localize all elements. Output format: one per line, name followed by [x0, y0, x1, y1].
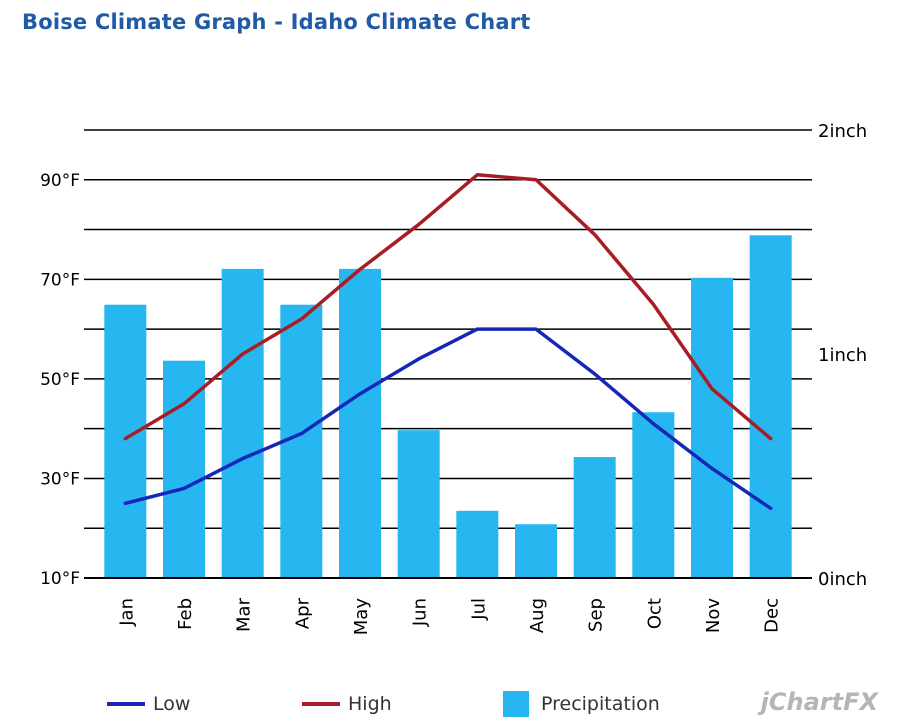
x-tick-label: Sep: [586, 598, 607, 632]
bar-precipitation: [163, 360, 205, 578]
y-left-tick-label: 10°F: [40, 569, 80, 589]
y-left-tick-label: 50°F: [40, 370, 80, 390]
legend-label-high: High: [348, 693, 392, 715]
bar-precipitation: [221, 268, 264, 578]
y-right-tick-label: 1inch: [818, 345, 867, 366]
bar-precipitation: [632, 412, 675, 578]
bar-precipitation: [573, 457, 616, 578]
legend: Low High Precipitation: [0, 690, 898, 720]
legend-swatch-high: [302, 702, 340, 706]
legend-item-high[interactable]: High: [302, 690, 392, 718]
x-tick-label: Jul: [468, 598, 489, 621]
x-tick-label: Feb: [175, 598, 196, 630]
legend-item-low[interactable]: Low: [107, 690, 190, 718]
climate-chart: 10°F 30°F 50°F 70°F 90°F 0inch 1inch 2inch Jan Fe…: [40, 121, 867, 636]
y-left-tick-label: 90°F: [40, 171, 80, 191]
legend-swatch-low: [107, 702, 145, 706]
y-left-tick-label: 30°F: [40, 469, 80, 489]
legend-item-precipitation[interactable]: Precipitation: [503, 690, 660, 718]
x-tick-label: Oct: [644, 598, 665, 629]
legend-label-precipitation: Precipitation: [541, 693, 660, 715]
bar-precipitation: [691, 277, 733, 578]
brand-logo: jChartFX: [760, 688, 878, 716]
y-right-tick-label: 2inch: [818, 121, 867, 142]
line-low: [123, 327, 773, 511]
y-left-tick-label: 70°F: [40, 270, 80, 290]
x-tick-label: Apr: [292, 597, 313, 629]
x-tick-label: Mar: [234, 597, 255, 632]
bar-precipitation: [456, 510, 499, 578]
x-tick-label: Aug: [527, 598, 548, 633]
x-tick-label: Dec: [762, 598, 783, 633]
page-title: Boise Climate Graph - Idaho Climate Char…: [22, 10, 531, 34]
legend-swatch-precipitation: [503, 691, 529, 717]
x-tick-label: Nov: [703, 598, 724, 633]
bar-precipitation: [749, 235, 792, 578]
x-tick-label: Jan: [116, 598, 137, 627]
bar-precipitation: [397, 430, 440, 578]
bar-precipitation: [104, 304, 147, 578]
bar-precipitation: [515, 524, 557, 578]
legend-label-low: Low: [153, 693, 191, 715]
line-high: [123, 173, 773, 441]
bar-precipitation: [339, 268, 381, 578]
x-tick-label: Jun: [410, 598, 431, 627]
y-right-tick-label: 0inch: [818, 569, 867, 590]
x-tick-label: May: [351, 598, 372, 636]
